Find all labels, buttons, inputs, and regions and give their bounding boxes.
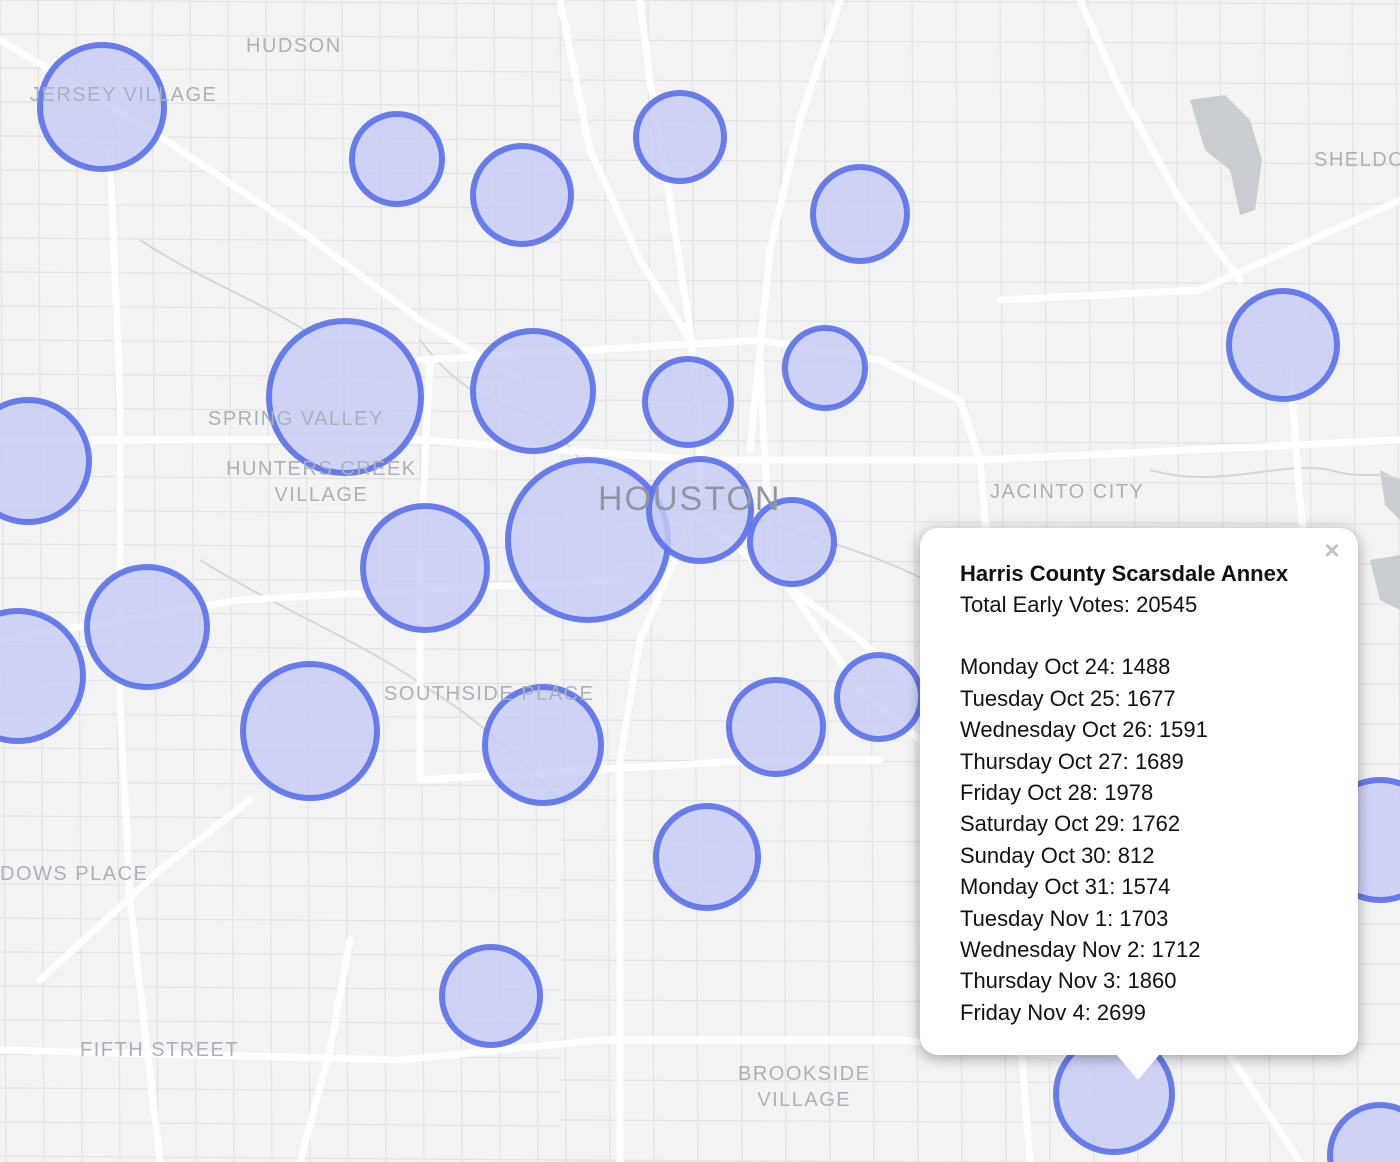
popup-daily-line: Tuesday Oct 25: 1677 <box>960 685 1176 711</box>
polling-location-marker[interactable] <box>782 325 868 411</box>
reservoir-water <box>1190 95 1262 215</box>
popup-daily-line: Wednesday Oct 26: 1591 <box>960 717 1208 743</box>
polling-location-marker[interactable] <box>349 111 445 207</box>
polling-location-marker[interactable] <box>642 356 734 448</box>
polling-location-marker[interactable] <box>240 661 380 801</box>
polling-location-marker[interactable] <box>470 143 574 247</box>
polling-location-marker[interactable] <box>1327 1102 1400 1162</box>
polling-location-marker[interactable] <box>266 318 424 476</box>
popup-daily-line: Saturday Oct 29: 1762 <box>960 811 1181 837</box>
polling-location-marker[interactable] <box>1226 288 1340 402</box>
polling-location-marker[interactable] <box>37 42 167 172</box>
close-icon[interactable]: × <box>1324 535 1340 565</box>
polling-location-marker[interactable] <box>633 90 727 184</box>
location-popup: × Harris County Scarsdale Annex Total Ea… <box>920 528 1358 1055</box>
popup-daily-line: Thursday Oct 27: 1689 <box>960 748 1184 774</box>
polling-location-marker[interactable] <box>810 164 910 264</box>
channel-water-south <box>1370 555 1400 610</box>
popup-spacer <box>960 620 1338 651</box>
popup-daily-line: Sunday Oct 30: 812 <box>960 842 1155 868</box>
popup-tip <box>1116 1054 1160 1080</box>
popup-title: Harris County Scarsdale Annex <box>960 561 1289 586</box>
channel-water <box>1380 470 1400 520</box>
polling-location-marker[interactable] <box>470 328 596 454</box>
popup-total: Total Early Votes: 20545 <box>960 592 1198 617</box>
polling-location-marker[interactable] <box>834 652 924 742</box>
popup-daily-list: Monday Oct 24: 1488 Tuesday Oct 25: 1677… <box>960 651 1338 1028</box>
polling-location-marker[interactable] <box>360 503 490 633</box>
polling-location-marker[interactable] <box>646 456 754 564</box>
popup-daily-line: Thursday Nov 3: 1860 <box>960 968 1177 994</box>
polling-location-marker[interactable] <box>653 803 761 911</box>
popup-daily-line: Friday Oct 28: 1978 <box>960 780 1154 806</box>
polling-location-marker[interactable] <box>482 684 604 806</box>
polling-location-marker[interactable] <box>726 677 826 777</box>
popup-daily-line: Wednesday Nov 2: 1712 <box>960 937 1201 963</box>
popup-daily-line: Friday Nov 4: 2699 <box>960 999 1146 1025</box>
polling-location-marker[interactable] <box>0 397 92 525</box>
polling-location-marker[interactable] <box>84 564 210 690</box>
early-voting-markers <box>0 42 1400 1162</box>
polling-location-marker[interactable] <box>505 457 671 623</box>
polling-location-marker[interactable] <box>439 944 543 1048</box>
polling-location-marker[interactable] <box>747 497 837 587</box>
popup-daily-line: Monday Oct 31: 1574 <box>960 874 1171 900</box>
polling-location-marker[interactable] <box>0 608 86 744</box>
popup-daily-line: Monday Oct 24: 1488 <box>960 654 1171 680</box>
popup-daily-line: Tuesday Nov 1: 1703 <box>960 905 1169 931</box>
